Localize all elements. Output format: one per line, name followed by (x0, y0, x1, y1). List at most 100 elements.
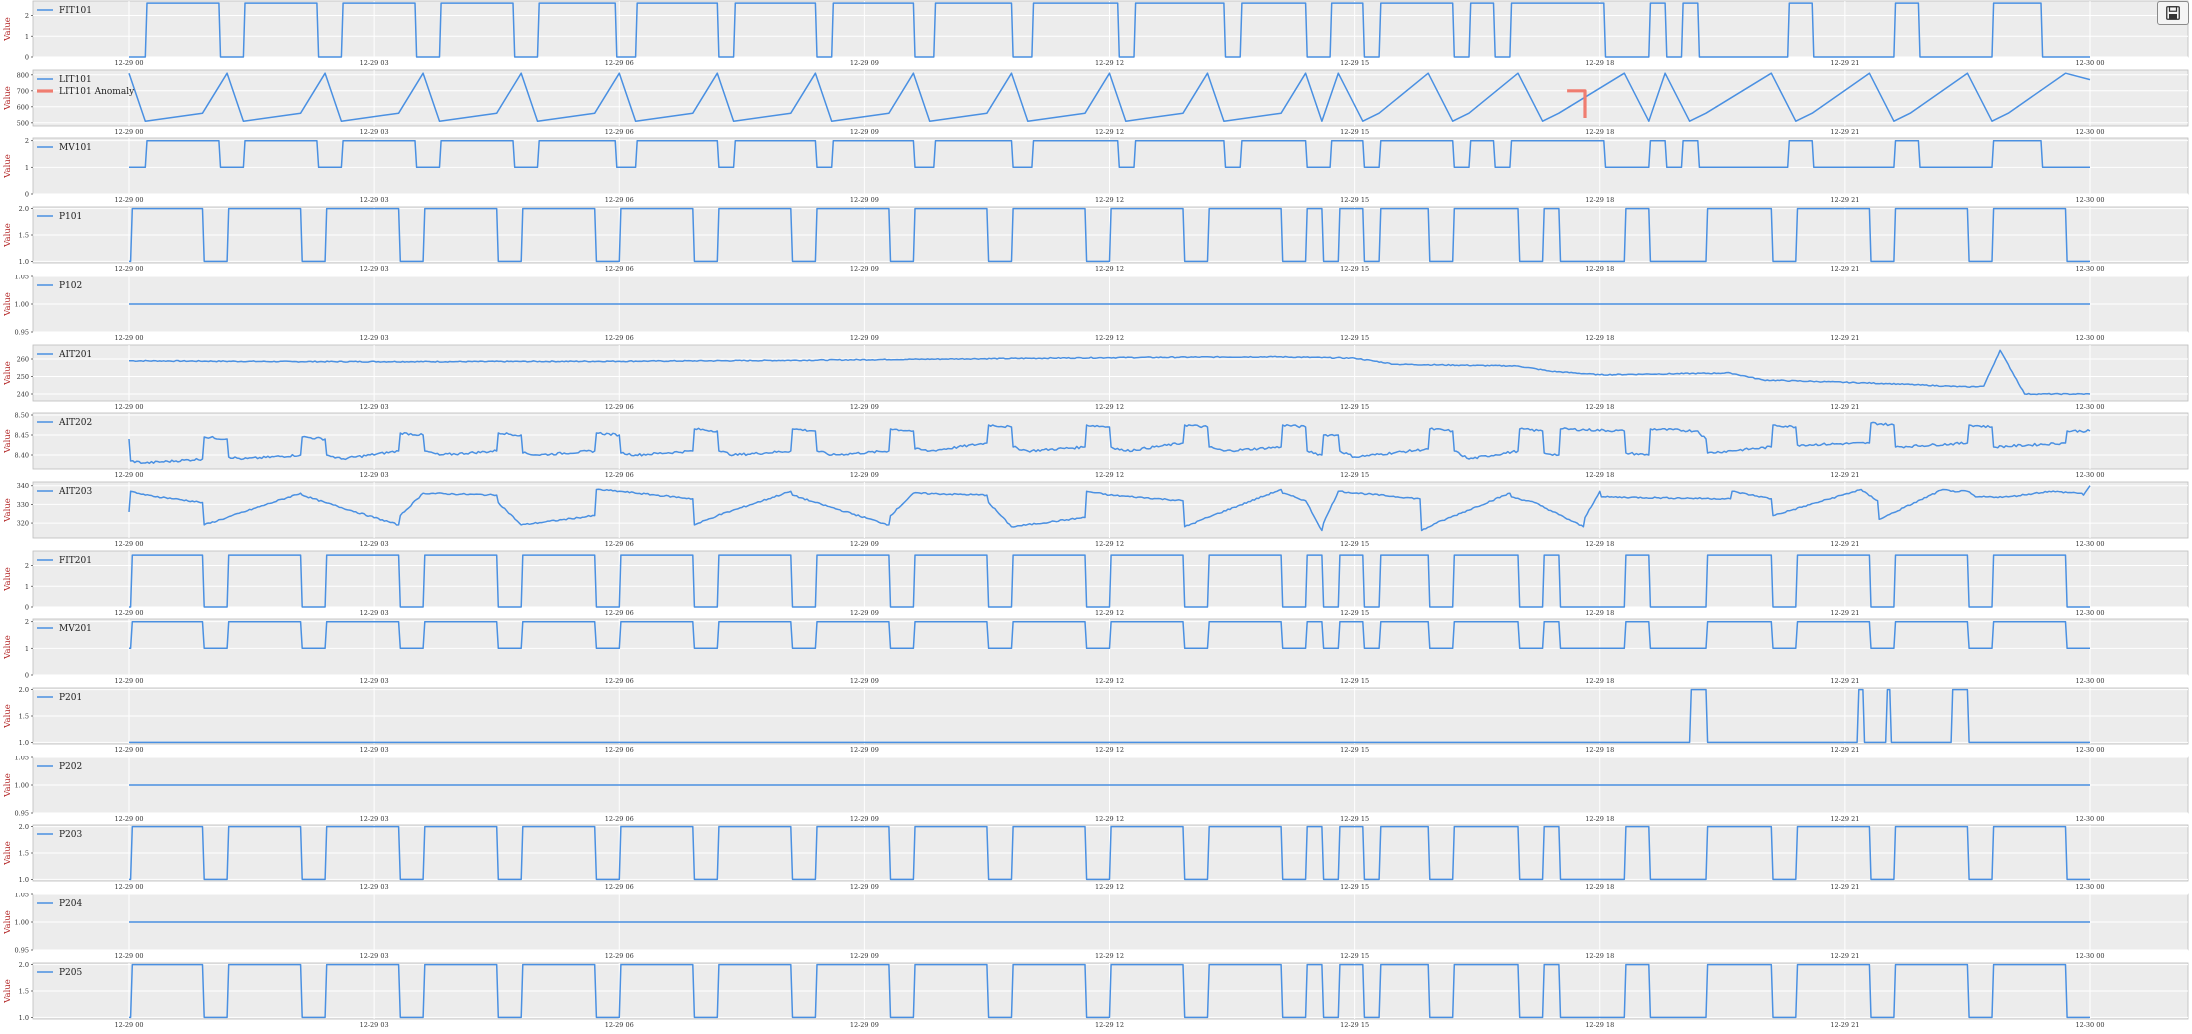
x-tick-label: 12-29 21 (1830, 1021, 1859, 1029)
y-tick-label: 2 (25, 618, 29, 626)
x-tick-label: 12-29 15 (1340, 1021, 1369, 1029)
x-tick-label: 12-29 00 (114, 403, 143, 411)
subplot-fit101: 0 1 2 12-29 00 12-29 03 12-29 06 12-29 09 12-29… (3, 0, 2189, 67)
legend: AIT203 (37, 487, 93, 497)
y-tick-label: 0 (25, 54, 29, 62)
y-tick-label: 1.00 (15, 301, 29, 309)
y-tick-label: 1.0 (19, 876, 29, 884)
x-tick-label: 12-30 00 (2075, 609, 2104, 617)
x-tick-label: 12-29 21 (1830, 59, 1859, 67)
x-tick-label: 12-30 00 (2075, 1021, 2104, 1029)
x-tick-label: 12-29 03 (360, 609, 389, 617)
x-tick-label: 12-29 18 (1585, 334, 1614, 342)
x-tick-label: 12-29 03 (360, 196, 389, 204)
legend: MV201 (37, 624, 92, 634)
y-tick-label: 1.0 (19, 258, 29, 266)
y-tick-label: 2.0 (19, 687, 29, 694)
x-tick-label: 12-29 12 (1095, 540, 1124, 548)
x-tick-label: 12-29 15 (1340, 815, 1369, 823)
x-tick-label: 12-29 06 (605, 59, 634, 67)
y-tick-label: 1 (25, 164, 29, 172)
x-tick-label: 12-29 15 (1340, 883, 1369, 891)
x-tick-label: 12-29 21 (1830, 403, 1859, 411)
legend: FIT101 (37, 6, 92, 16)
y-tick-label: 260 (17, 356, 29, 364)
x-tick-label: 12-29 15 (1340, 265, 1369, 273)
x-tick-label: 12-29 21 (1830, 128, 1859, 136)
y-axis-label: Value (3, 910, 13, 935)
x-tick-label: 12-30 00 (2075, 952, 2104, 960)
subplot-fit201: 0 1 2 12-29 00 12-29 03 12-29 06 12-29 09 12-29… (3, 550, 2189, 617)
y-tick-label: 2.0 (19, 206, 29, 213)
x-tick-label: 12-29 00 (114, 677, 143, 685)
x-tick-label: 12-29 03 (360, 128, 389, 136)
y-tick-label: 0 (25, 191, 29, 199)
x-tick-label: 12-29 18 (1585, 403, 1614, 411)
x-tick-label: 12-30 00 (2075, 403, 2104, 411)
legend: P202 (37, 762, 82, 772)
y-tick-label: 1.5 (19, 850, 29, 858)
y-tick-label: 1.00 (15, 782, 29, 790)
legend-label: LIT101 Anomaly (59, 87, 135, 97)
y-axis-label: Value (3, 773, 13, 798)
x-tick-label: 12-29 00 (114, 265, 143, 273)
x-tick-label: 12-29 00 (114, 609, 143, 617)
legend: P203 (37, 830, 83, 840)
x-tick-label: 12-29 06 (605, 265, 634, 273)
floppy-disk-icon (2166, 6, 2180, 20)
series-line (129, 620, 2090, 650)
y-tick-label: 8.45 (15, 432, 29, 440)
x-tick-label: 12-29 21 (1830, 196, 1859, 204)
subplot-mv201: 0 1 2 12-29 00 12-29 03 12-29 06 12-29 09 12-29… (3, 618, 2189, 685)
x-tick-label: 12-29 06 (605, 128, 634, 136)
subplot-p101: 1.0 1.5 2.0 12-29 00 12-29 03 12-29 06 12-29 0… (3, 206, 2189, 273)
y-tick-label: 0.95 (15, 329, 29, 337)
y-axis-label: Value (3, 86, 13, 111)
x-tick-label: 12-29 06 (605, 677, 634, 685)
series-line (129, 139, 2090, 169)
legend-label: P201 (59, 693, 82, 703)
series-line (129, 963, 2090, 1019)
series-line (129, 688, 2090, 744)
x-tick-label: 12-30 00 (2075, 128, 2104, 136)
x-tick-label: 12-30 00 (2075, 746, 2104, 754)
y-axis-label: Value (3, 361, 13, 386)
x-tick-label: 12-29 00 (114, 471, 143, 479)
x-tick-label: 12-29 15 (1340, 677, 1369, 685)
x-tick-label: 12-29 09 (850, 265, 879, 273)
x-tick-label: 12-29 18 (1585, 609, 1614, 617)
y-tick-label: 1.05 (15, 275, 29, 281)
y-tick-label: 2 (25, 12, 29, 20)
x-tick-label: 12-29 15 (1340, 334, 1369, 342)
y-tick-label: 250 (17, 373, 29, 381)
x-tick-label: 12-29 12 (1095, 128, 1124, 136)
legend-label: MV101 (59, 143, 92, 153)
subplot-ait203: 320 330 340 12-29 00 12-29 03 12-29 06 12-29 0… (3, 481, 2189, 548)
y-tick-label: 1.0 (19, 1014, 29, 1022)
x-tick-label: 12-29 18 (1585, 540, 1614, 548)
plot-area (32, 344, 2189, 402)
y-axis-label: Value (3, 223, 13, 248)
x-tick-label: 12-29 00 (114, 952, 143, 960)
x-tick-label: 12-29 03 (360, 334, 389, 342)
subplot-mv101: 0 1 2 12-29 00 12-29 03 12-29 06 12-29 09 12-29… (3, 137, 2189, 204)
x-tick-label: 12-29 12 (1095, 746, 1124, 754)
x-tick-label: 12-29 00 (114, 883, 143, 891)
y-axis-label: Value (3, 429, 13, 454)
y-tick-label: 8.40 (15, 452, 29, 460)
subplot-p102: 0.95 1.00 1.05 12-29 00 12-29 03 12-29 06 12-2… (3, 275, 2189, 342)
x-tick-label: 12-29 03 (360, 540, 389, 548)
x-tick-label: 12-29 09 (850, 952, 879, 960)
x-tick-label: 12-29 21 (1830, 334, 1859, 342)
x-tick-label: 12-30 00 (2075, 334, 2104, 342)
series-line (129, 207, 2090, 263)
x-tick-label: 12-29 09 (850, 883, 879, 891)
legend-label: AIT202 (58, 418, 92, 428)
x-tick-label: 12-29 21 (1830, 540, 1859, 548)
x-tick-label: 12-29 15 (1340, 59, 1369, 67)
y-tick-label: 800 (17, 71, 29, 79)
legend: P101 (37, 212, 82, 222)
x-tick-label: 12-29 00 (114, 59, 143, 67)
save-figure-button[interactable] (2157, 1, 2189, 25)
y-axis-label: Value (3, 635, 13, 660)
